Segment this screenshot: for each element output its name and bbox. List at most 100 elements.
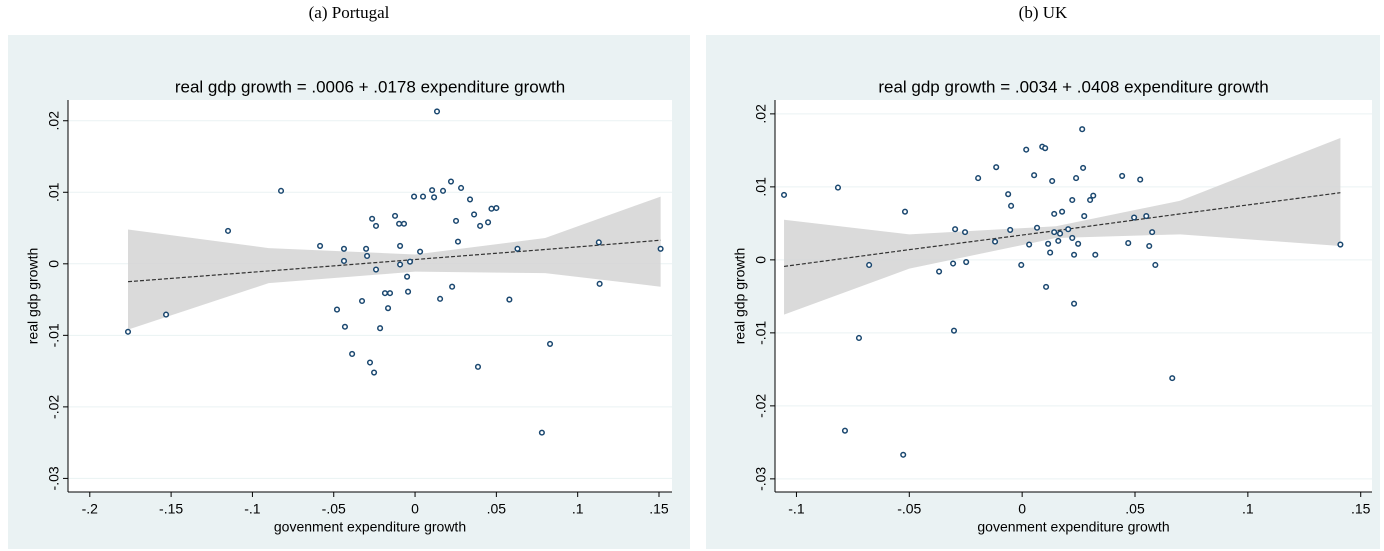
data-point [1069, 196, 1076, 204]
data-point [471, 211, 478, 218]
data-point [1143, 213, 1150, 220]
data-point [396, 220, 403, 227]
chart-title: real gdp growth = .0006 + .0178 expendit… [175, 77, 565, 96]
data-point [834, 184, 842, 191]
data-point [358, 297, 366, 305]
data-point [1081, 213, 1088, 220]
data-point [1007, 226, 1014, 233]
data-point [1057, 230, 1064, 237]
caption: (b) UK [1019, 3, 1068, 22]
data-point [466, 196, 474, 203]
y-tick-label: -.03 [753, 467, 769, 491]
data-point [433, 108, 441, 115]
data-point [474, 363, 482, 370]
data-point [386, 290, 394, 297]
x-tick-label: .1 [1242, 501, 1254, 517]
data-point [950, 327, 958, 334]
data-point [372, 266, 380, 273]
data-point [1008, 202, 1015, 209]
x-axis-label: govenment expenditure growth [274, 519, 466, 535]
data-point [381, 290, 389, 297]
data-point [1092, 251, 1099, 258]
data-point [841, 427, 849, 434]
x-tick-label: 0 [411, 501, 419, 517]
x-tick-label: .15 [649, 501, 669, 517]
x-tick-label: 0 [1018, 501, 1026, 517]
data-point [452, 217, 460, 224]
data-point [277, 187, 285, 194]
data-point [431, 194, 438, 201]
data-point [411, 193, 418, 200]
data-point [952, 226, 959, 233]
data-point [1071, 251, 1078, 258]
y-tick-label: -.01 [753, 321, 769, 345]
data-point [1026, 241, 1033, 248]
data-point [595, 239, 602, 246]
x-axis-label: govenment expenditure growth [977, 519, 1169, 535]
x-tick-label: -.1 [244, 501, 261, 517]
data-point [391, 212, 399, 219]
data-point [866, 261, 873, 269]
confidence-band [128, 196, 661, 330]
data-point [1059, 208, 1066, 215]
data-point [1137, 176, 1144, 183]
data-point [458, 184, 465, 192]
x-tick-label: .05 [487, 501, 507, 517]
data-point [546, 340, 554, 347]
confidence-band [784, 137, 1341, 315]
data-point [124, 328, 132, 335]
data-point [506, 296, 513, 303]
data-point [364, 252, 371, 259]
data-point [950, 260, 957, 267]
data-point [419, 193, 427, 200]
y-tick-label: 0 [753, 256, 769, 264]
data-point [975, 175, 982, 182]
data-point [1146, 242, 1153, 250]
data-point [1033, 224, 1041, 231]
data-point [1042, 145, 1049, 152]
data-point [397, 261, 404, 268]
data-point [163, 311, 170, 318]
data-point [333, 306, 341, 313]
y-tick-label: .02 [753, 104, 769, 124]
y-tick-label: .02 [46, 111, 62, 131]
y-tick-label: -.02 [753, 394, 769, 418]
data-point [363, 245, 370, 252]
data-point [405, 288, 412, 295]
data-point [317, 242, 324, 249]
data-point [1152, 261, 1159, 269]
data-point [780, 191, 788, 198]
data-point [1073, 175, 1080, 182]
x-tick-label: .1 [572, 501, 584, 517]
plot-area [775, 100, 1372, 492]
data-point [417, 248, 424, 255]
data-point [1031, 172, 1038, 179]
y-tick-label: 0 [46, 260, 62, 268]
data-point [1075, 240, 1082, 247]
data-point [341, 323, 349, 330]
data-point [1051, 210, 1058, 217]
caption: (a) Portugal [309, 3, 390, 22]
data-point [369, 215, 376, 222]
data-point [454, 238, 462, 245]
data-point [596, 280, 603, 287]
data-point [538, 429, 545, 436]
data-point [397, 242, 404, 249]
data-point [400, 220, 408, 227]
data-point [429, 187, 436, 194]
data-point [437, 295, 444, 302]
data-point [493, 204, 500, 212]
data-point [900, 451, 907, 458]
y-tick-label: -.01 [46, 323, 62, 347]
data-point [1149, 229, 1156, 236]
data-point [477, 222, 484, 229]
data-point [992, 238, 999, 245]
data-point [855, 334, 863, 342]
data-point [224, 227, 232, 234]
data-point [1071, 300, 1078, 307]
data-point [1069, 234, 1076, 242]
y-tick-label: .01 [753, 177, 769, 197]
data-point [1065, 226, 1072, 233]
data-point [1087, 196, 1094, 204]
y-tick-label: -.02 [46, 395, 62, 419]
